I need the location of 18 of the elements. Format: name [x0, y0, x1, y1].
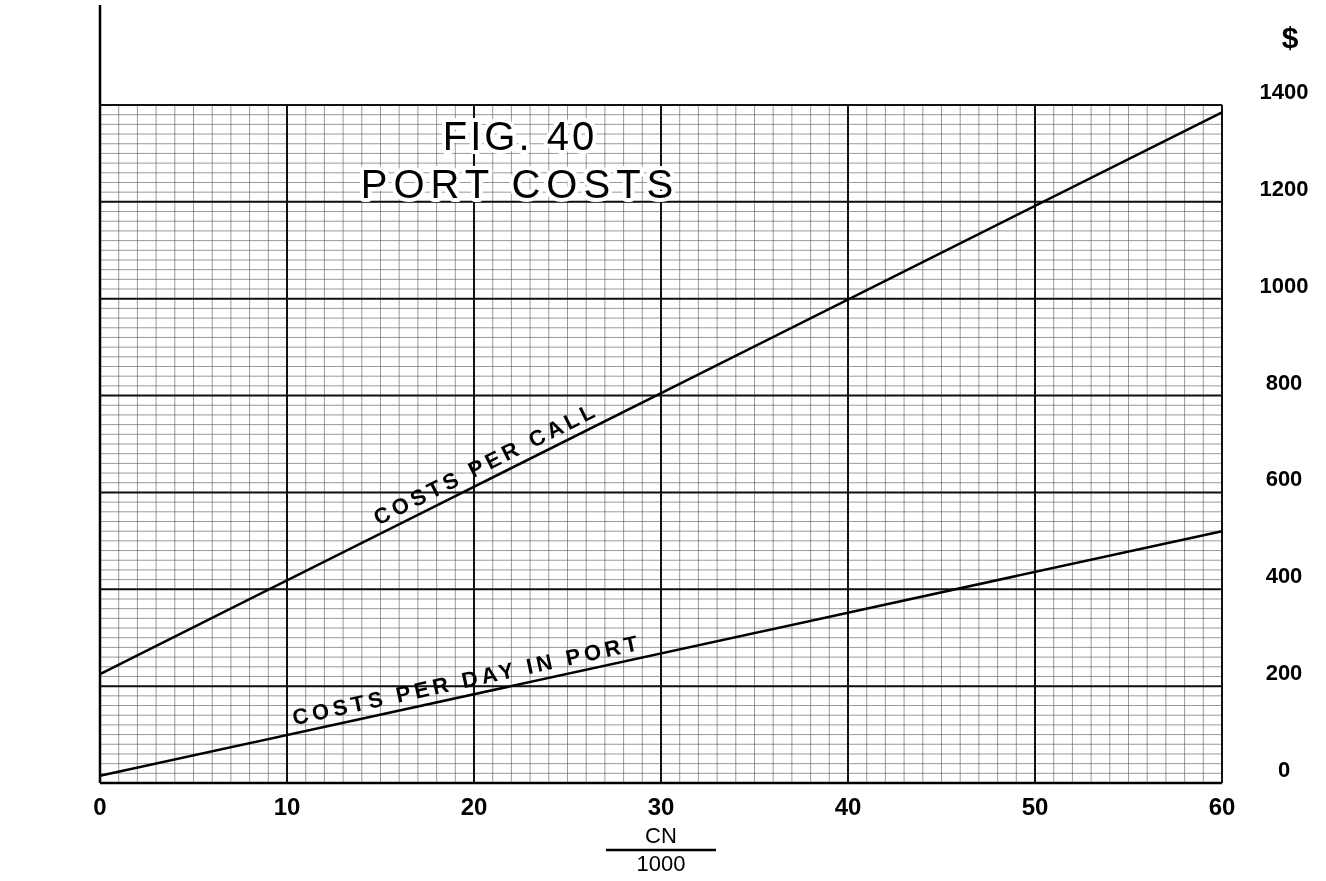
y-tick-label: 1200 — [1259, 175, 1309, 201]
y-tick-label: 400 — [1265, 563, 1303, 589]
y-tick-label: 1400 — [1259, 79, 1309, 104]
y-tick-label: 800 — [1265, 369, 1303, 395]
x-tick-label: 20 — [460, 793, 488, 820]
x-axis-title: CN 1000 — [636, 823, 686, 876]
y-tick-label: 200 — [1265, 660, 1303, 686]
y-axis-title: $ — [1281, 21, 1299, 54]
x-tick-label: 0 — [93, 793, 107, 820]
text: COSTS PER DAY IN PORT — [290, 629, 644, 731]
x-tick-label: 40 — [834, 793, 862, 820]
y-tick-label: 600 — [1265, 466, 1303, 492]
y-tick-label: 0 — [1277, 757, 1291, 782]
x-tick-label: 30 — [647, 793, 675, 820]
x-tick-label: 50 — [1021, 793, 1049, 820]
y-tick-label: 1000 — [1259, 272, 1309, 298]
x-tick-label: 10 — [273, 793, 301, 820]
x-tick-label: 60 — [1208, 793, 1236, 820]
